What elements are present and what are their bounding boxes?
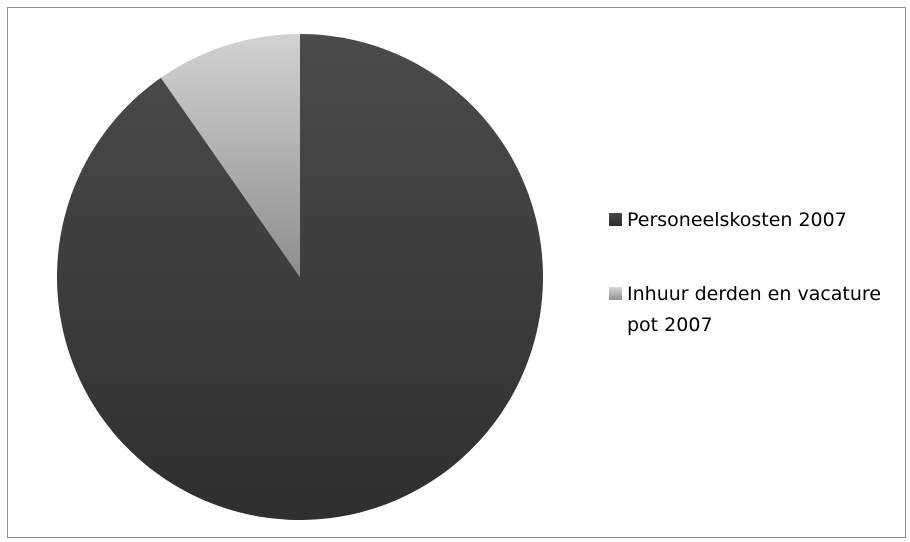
legend-label-2-line-2: pot 2007 xyxy=(627,314,713,336)
pie-slice-1 xyxy=(56,34,543,520)
pie-slice-2 xyxy=(160,34,300,277)
pie-slices xyxy=(56,34,543,520)
legend-swatch-2 xyxy=(609,287,622,300)
legend-swatch-1 xyxy=(609,213,622,226)
legend: Personeelskosten 2007 Inhuur derden en va… xyxy=(609,209,881,336)
legend-label-2-line-1: Inhuur derden en vacature xyxy=(627,283,881,305)
legend-label-1-line-1: Personeelskosten 2007 xyxy=(627,209,847,231)
